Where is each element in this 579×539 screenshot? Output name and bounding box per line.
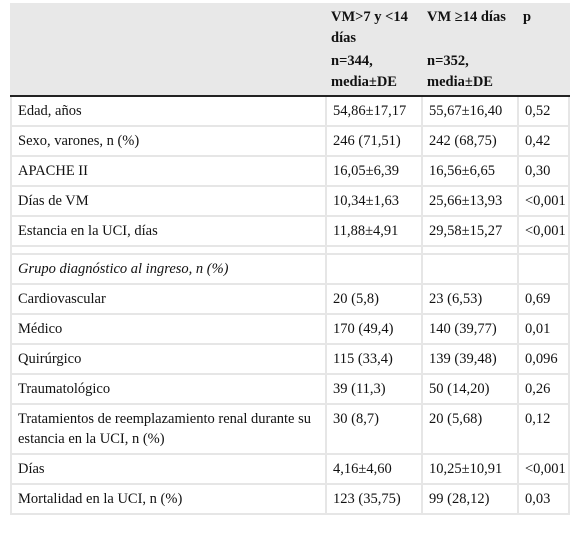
data-table: VM>7 y <14 días n=344, media±DE VM ≥14 d… xyxy=(10,3,570,515)
table-row: Edad, años 54,86±17,17 55,67±16,40 0,52 xyxy=(10,97,570,127)
spacer-row xyxy=(10,247,570,255)
table-row: Quirúrgico 115 (33,4) 139 (39,48) 0,096 xyxy=(10,345,570,375)
section-empty-cell xyxy=(327,255,423,285)
header-group-short-vm: VM>7 y <14 días n=344, media±DE xyxy=(327,3,423,97)
row-p-value: <0,001 xyxy=(519,455,570,485)
row-value-b: 139 (39,48) xyxy=(423,345,519,375)
row-label: Días de VM xyxy=(10,187,327,217)
row-value-b: 23 (6,53) xyxy=(423,285,519,315)
table-row: Sexo, varones, n (%) 246 (71,51) 242 (68… xyxy=(10,127,570,157)
row-value-a: 54,86±17,17 xyxy=(327,97,423,127)
section-row: Grupo diagnóstico al ingreso, n (%) xyxy=(10,255,570,285)
spacer-cell xyxy=(519,247,570,255)
header-col1-line2: n=344, media±DE xyxy=(331,53,397,90)
row-value-a: 16,05±6,39 xyxy=(327,157,423,187)
row-value-a: 10,34±1,63 xyxy=(327,187,423,217)
row-value-a: 123 (35,75) xyxy=(327,485,423,515)
row-p-value: 0,42 xyxy=(519,127,570,157)
row-label: Médico xyxy=(10,315,327,345)
header-blank-cell xyxy=(10,3,327,97)
row-label: Tratamientos de reemplazamiento renal du… xyxy=(10,405,327,455)
row-value-b: 10,25±10,91 xyxy=(423,455,519,485)
table-row: APACHE II 16,05±6,39 16,56±6,65 0,30 xyxy=(10,157,570,187)
row-p-value: 0,03 xyxy=(519,485,570,515)
row-p-value: <0,001 xyxy=(519,187,570,217)
row-p-value: 0,01 xyxy=(519,315,570,345)
header-group-long-vm: VM ≥14 días n=352, media±DE xyxy=(423,3,519,97)
row-value-b: 55,67±16,40 xyxy=(423,97,519,127)
row-label: Mortalidad en la UCI, n (%) xyxy=(10,485,327,515)
table-row: Mortalidad en la UCI, n (%) 123 (35,75) … xyxy=(10,485,570,515)
table-row: Tratamientos de reemplazamiento renal du… xyxy=(10,405,570,455)
table-row: Cardiovascular 20 (5,8) 23 (6,53) 0,69 xyxy=(10,285,570,315)
row-label: Estancia en la UCI, días xyxy=(10,217,327,247)
spacer-cell xyxy=(327,247,423,255)
row-value-a: 246 (71,51) xyxy=(327,127,423,157)
row-value-a: 20 (5,8) xyxy=(327,285,423,315)
row-value-b: 20 (5,68) xyxy=(423,405,519,455)
row-p-value: 0,26 xyxy=(519,375,570,405)
row-value-a: 30 (8,7) xyxy=(327,405,423,455)
row-p-value: 0,69 xyxy=(519,285,570,315)
table-row: Días 4,16±4,60 10,25±10,91 <0,001 xyxy=(10,455,570,485)
row-value-b: 29,58±15,27 xyxy=(423,217,519,247)
row-label: APACHE II xyxy=(10,157,327,187)
row-p-value: 0,30 xyxy=(519,157,570,187)
spacer-cell xyxy=(423,247,519,255)
row-label: Cardiovascular xyxy=(10,285,327,315)
table-row: Días de VM 10,34±1,63 25,66±13,93 <0,001 xyxy=(10,187,570,217)
row-value-b: 140 (39,77) xyxy=(423,315,519,345)
header-col2-line2: n=352, media±DE xyxy=(427,53,493,90)
section-empty-cell xyxy=(519,255,570,285)
section-empty-cell xyxy=(423,255,519,285)
row-p-value: 0,096 xyxy=(519,345,570,375)
table-body: Edad, años 54,86±17,17 55,67±16,40 0,52 … xyxy=(10,97,570,515)
row-value-a: 39 (11,3) xyxy=(327,375,423,405)
row-value-b: 99 (28,12) xyxy=(423,485,519,515)
table-header: VM>7 y <14 días n=344, media±DE VM ≥14 d… xyxy=(10,3,570,97)
row-label: Quirúrgico xyxy=(10,345,327,375)
row-value-a: 4,16±4,60 xyxy=(327,455,423,485)
row-label: Días xyxy=(10,455,327,485)
row-value-b: 25,66±13,93 xyxy=(423,187,519,217)
row-value-b: 242 (68,75) xyxy=(423,127,519,157)
header-col1-line1: VM>7 y <14 días xyxy=(331,9,408,46)
row-label: Edad, años xyxy=(10,97,327,127)
row-p-value: 0,12 xyxy=(519,405,570,455)
header-p-value: p xyxy=(519,3,570,97)
table-row: Médico 170 (49,4) 140 (39,77) 0,01 xyxy=(10,315,570,345)
section-title: Grupo diagnóstico al ingreso, n (%) xyxy=(10,255,327,285)
row-value-a: 11,88±4,91 xyxy=(327,217,423,247)
row-p-value: <0,001 xyxy=(519,217,570,247)
row-p-value: 0,52 xyxy=(519,97,570,127)
table-row: Estancia en la UCI, días 11,88±4,91 29,5… xyxy=(10,217,570,247)
row-value-b: 50 (14,20) xyxy=(423,375,519,405)
row-label: Sexo, varones, n (%) xyxy=(10,127,327,157)
row-value-b: 16,56±6,65 xyxy=(423,157,519,187)
row-label: Traumatológico xyxy=(10,375,327,405)
row-value-a: 115 (33,4) xyxy=(327,345,423,375)
row-value-a: 170 (49,4) xyxy=(327,315,423,345)
spacer-cell xyxy=(10,247,327,255)
header-col2-line1: VM ≥14 días xyxy=(427,9,506,25)
table-row: Traumatológico 39 (11,3) 50 (14,20) 0,26 xyxy=(10,375,570,405)
